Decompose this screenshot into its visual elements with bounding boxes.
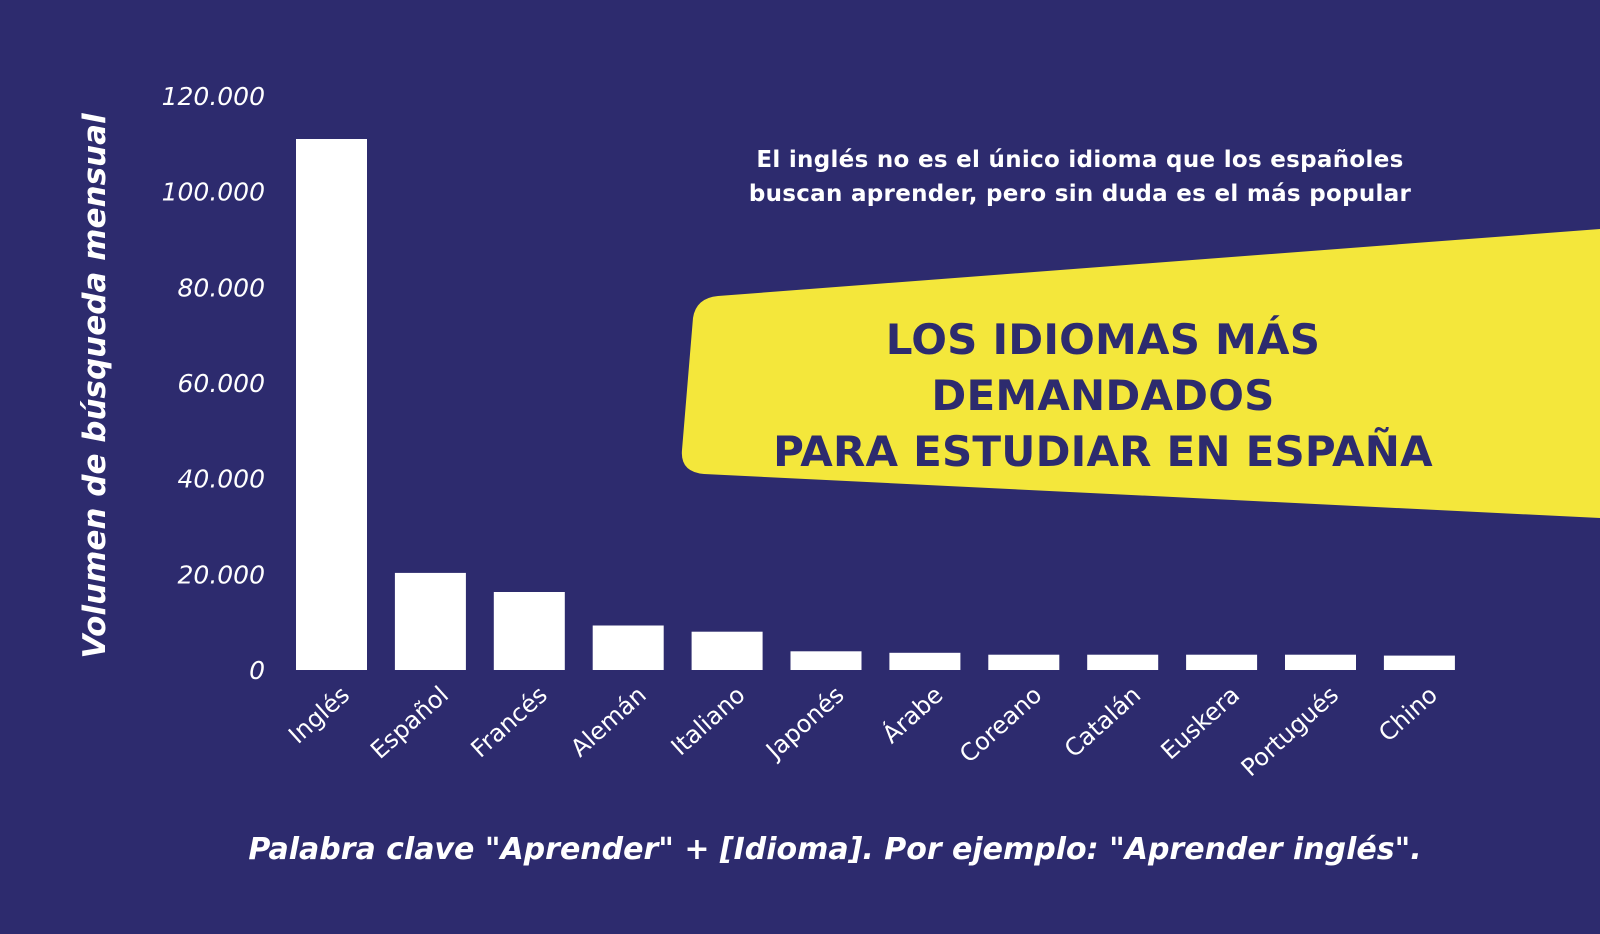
subtitle-line-1: El inglés no es el único idioma que los … — [756, 147, 1404, 173]
bar-inglés — [296, 139, 367, 670]
bar-chino — [1383, 655, 1455, 670]
y-tick-label: 100.000 — [162, 178, 265, 207]
chart-subtitle: El inglés no es el único idioma que los … — [700, 143, 1460, 211]
x-tick-label: Alemán — [565, 681, 651, 763]
x-tick-label: Euskera — [1156, 681, 1246, 766]
bar-árabe — [889, 652, 961, 670]
bar-alemán — [592, 625, 664, 670]
title-banner-shape — [681, 229, 1600, 518]
footnote: Palabra clave "Aprender" + [Idioma]. Por… — [248, 832, 1422, 867]
x-tick-label: Francés — [465, 681, 552, 764]
subtitle-line-2: buscan aprender, pero sin duda es el más… — [748, 181, 1412, 207]
x-tick-label: Chino — [1373, 681, 1443, 748]
bar-español — [394, 572, 466, 670]
y-tick-label: 20.000 — [178, 560, 265, 589]
bars-group — [296, 139, 1455, 670]
bar-portugués — [1285, 654, 1356, 670]
chart-title: LOS IDIOMAS MÁS DEMANDADOS PARA ESTUDIAR… — [708, 312, 1498, 480]
y-axis-label: Volumen de búsqueda mensual — [77, 113, 113, 659]
y-tick-label: 40.000 — [178, 465, 265, 494]
y-tick-label: 0 — [249, 656, 265, 685]
y-tick-label: 120.000 — [162, 82, 265, 111]
x-tick-label: Español — [365, 681, 454, 765]
bar-coreano — [988, 654, 1060, 670]
bar-japonés — [790, 651, 862, 670]
x-tick-label: Árabe — [876, 680, 948, 749]
x-tick-label: Coreano — [954, 681, 1047, 769]
y-tick-label: 80.000 — [178, 273, 265, 302]
y-tick-label: 60.000 — [178, 369, 265, 398]
title-line-2: PARA ESTUDIAR EN ESPAÑA — [773, 427, 1433, 476]
x-tick-label: Inglés — [283, 681, 355, 750]
x-tick-labels: Inglés Español Francés Alemán Italiano Japoné… — [283, 680, 1443, 782]
x-tick-label: Japonés — [759, 681, 849, 766]
bar-euskera — [1186, 654, 1258, 670]
x-tick-label: Portugués — [1236, 681, 1344, 782]
x-tick-label: Italiano — [666, 681, 751, 761]
y-tick-labels: 0 20.000 40.000 60.000 80.000 100.000 120.000 — [162, 82, 265, 685]
bar-italiano — [691, 631, 763, 670]
title-line-1: LOS IDIOMAS MÁS DEMANDADOS — [885, 315, 1321, 420]
bar-francés — [493, 592, 565, 670]
bar-catalán — [1087, 654, 1159, 670]
x-tick-label: Catalán — [1059, 681, 1146, 763]
